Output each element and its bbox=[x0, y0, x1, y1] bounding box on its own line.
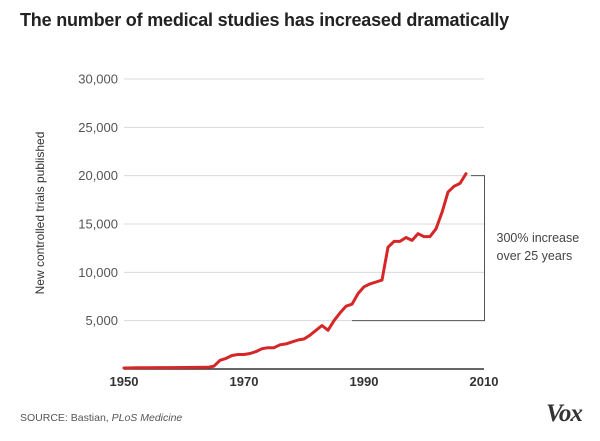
x-tick-label: 1950 bbox=[110, 374, 139, 389]
chart-title: The number of medical studies has increa… bbox=[20, 10, 509, 30]
x-tick-label: 2010 bbox=[470, 374, 499, 389]
x-axis-ticks: 1950 1970 1990 2010 bbox=[110, 374, 499, 389]
source-publication: PLoS Medicine bbox=[111, 412, 183, 424]
annotation-text: 300% increase bbox=[497, 231, 580, 245]
increase-annotation: 300% increase over 25 years bbox=[352, 175, 580, 322]
series-line bbox=[122, 172, 468, 370]
x-tick-label: 1970 bbox=[230, 374, 259, 389]
y-tick-label: 30,000 bbox=[78, 72, 118, 87]
annotation-text: over 25 years bbox=[497, 249, 573, 263]
annotation-bracket bbox=[352, 175, 485, 322]
y-tick-label: 20,000 bbox=[78, 168, 118, 183]
x-tick-label: 1990 bbox=[350, 374, 379, 389]
y-tick-label: 10,000 bbox=[78, 265, 118, 280]
y-tick-label: 5,000 bbox=[85, 313, 118, 328]
grid-lines bbox=[124, 78, 484, 322]
y-tick-label: 25,000 bbox=[78, 120, 118, 135]
source-note: SOURCE: Bastian, PLoS Medicine bbox=[20, 412, 182, 424]
y-tick-label: 15,000 bbox=[78, 217, 118, 232]
source-prefix: SOURCE: Bastian, bbox=[20, 412, 112, 424]
y-axis-label: New controlled trials published bbox=[33, 132, 47, 295]
vox-logo: Vox bbox=[546, 400, 583, 427]
y-axis-ticks: 5,000 10,000 15,000 20,000 25,000 30,000 bbox=[78, 72, 118, 329]
